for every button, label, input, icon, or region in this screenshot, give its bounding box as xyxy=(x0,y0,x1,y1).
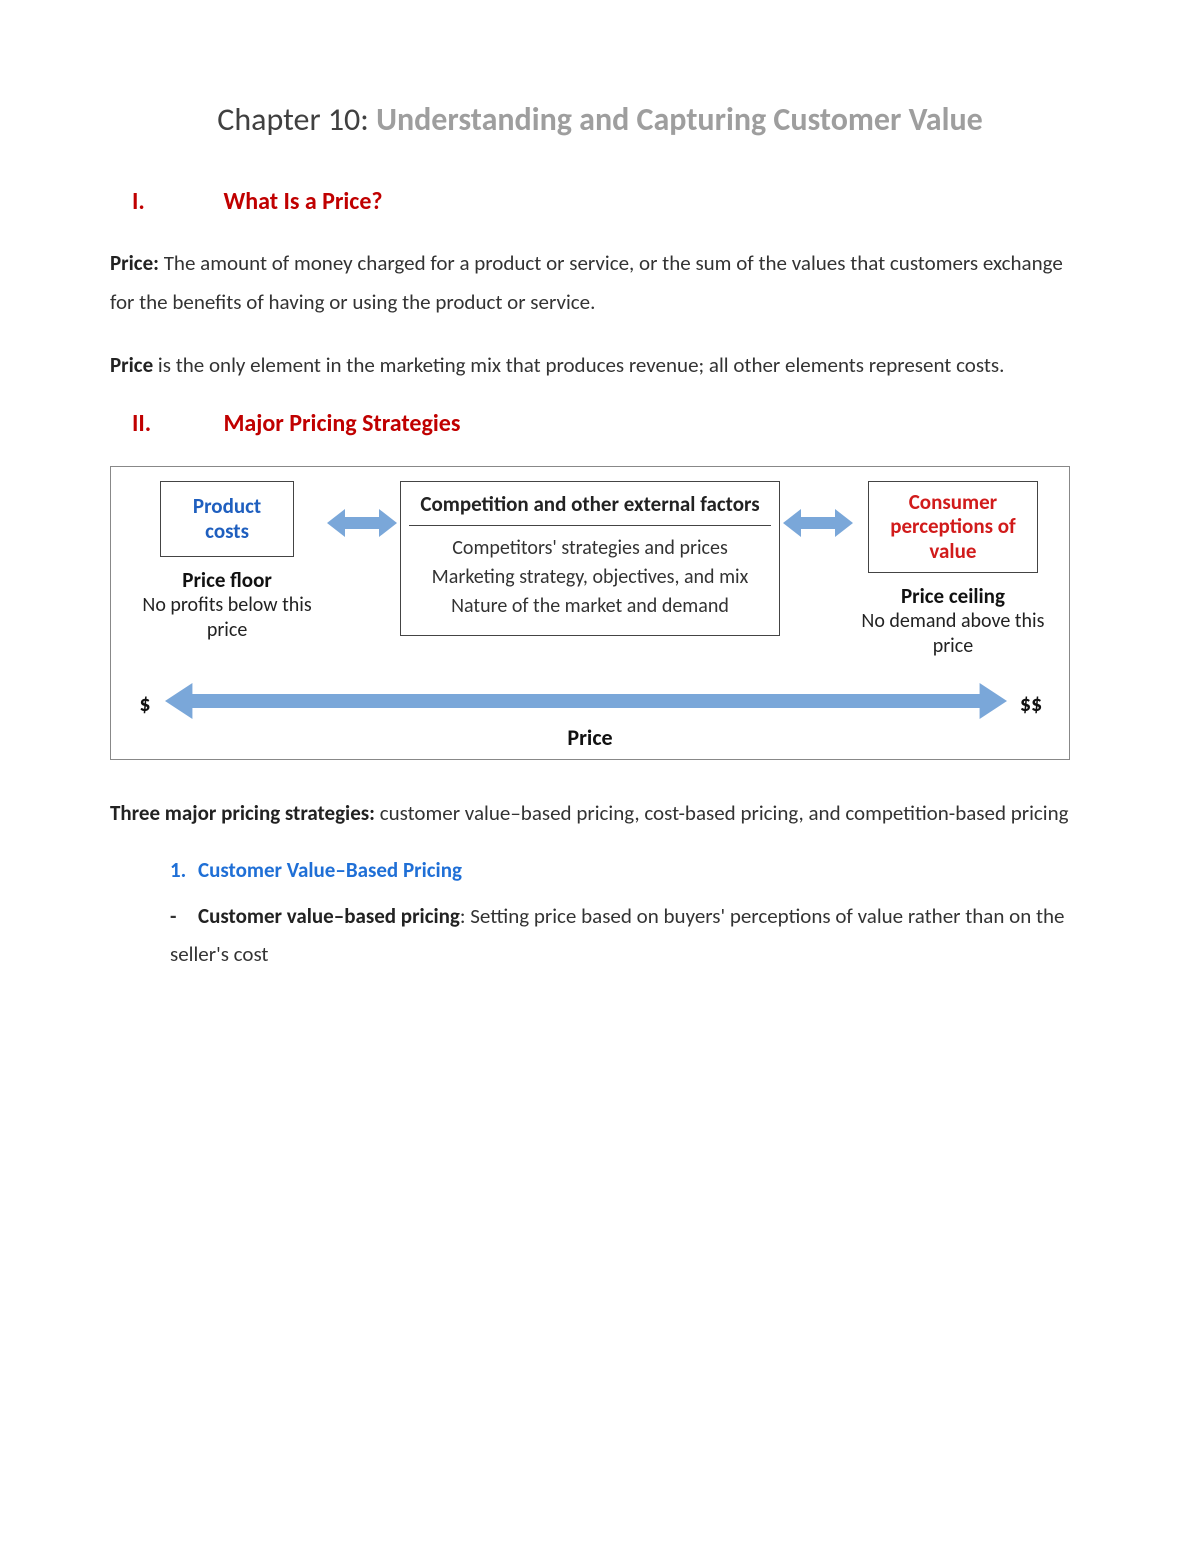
price-ceiling-text: No demand above this price xyxy=(857,609,1049,659)
competition-box-header: Competition and other external factors xyxy=(409,488,771,526)
price-floor-text: No profits below this price xyxy=(131,593,323,643)
diagram-col-left: Product costs Price floor No profits bel… xyxy=(131,481,323,643)
cvbp-term: Customer value–based pricing xyxy=(198,903,460,929)
price-definition-paragraph: Price: The amount of money charged for a… xyxy=(110,244,1090,322)
price-term: Price: xyxy=(110,250,159,276)
price-spectrum-arrow xyxy=(165,681,1007,726)
section-2-heading: II. Major Pricing Strategies xyxy=(110,409,1090,438)
competition-factors-box: Competition and other external factors C… xyxy=(400,481,780,636)
price-floor-title: Price floor xyxy=(131,567,323,593)
long-double-arrow-icon xyxy=(165,681,1007,721)
section-1-title: What Is a Price? xyxy=(223,187,382,216)
subsection-1-number: 1. xyxy=(170,857,198,883)
three-strategies-text: customer value–based pricing, cost-based… xyxy=(375,800,1069,826)
three-strategies-bold: Three major pricing strategies: xyxy=(110,800,375,826)
consumer-perceptions-label: Consumer perceptions of value xyxy=(877,490,1029,562)
price-ceiling-block: Price ceiling No demand above this price xyxy=(857,583,1049,659)
section-2-title: Major Pricing Strategies xyxy=(223,409,460,438)
dash-bullet: - xyxy=(170,897,198,936)
double-arrow-icon xyxy=(783,505,853,541)
subsection-1-heading: 1.Customer Value–Based Pricing xyxy=(170,857,1090,883)
pricing-considerations-diagram: Product costs Price floor No profits bel… xyxy=(110,466,1070,760)
competition-line-1: Competitors' strategies and prices xyxy=(415,534,765,563)
price-floor-block: Price floor No profits below this price xyxy=(131,567,323,643)
price-term-2: Price xyxy=(110,352,153,378)
section-2-roman: II. xyxy=(110,409,218,438)
price-low-symbol: $ xyxy=(131,690,159,717)
customer-value-pricing-def: -Customer value–based pricing: Setting p… xyxy=(170,897,1090,975)
chapter-number: Chapter 10: xyxy=(217,100,369,139)
double-arrow-icon xyxy=(327,505,397,541)
price-ceiling-title: Price ceiling xyxy=(857,583,1049,609)
competition-line-2: Marketing strategy, objectives, and mix xyxy=(415,563,765,592)
price-definition-text: The amount of money charged for a produc… xyxy=(110,250,1063,315)
diagram-col-mid: Competition and other external factors C… xyxy=(400,481,780,636)
section-1-heading: I. What Is a Price? xyxy=(110,187,1090,216)
price-high-symbol: $$ xyxy=(1013,690,1049,717)
diagram-col-right: Consumer perceptions of value Price ceil… xyxy=(857,481,1049,659)
chapter-title: Chapter 10: Understanding and Capturing … xyxy=(110,100,1090,139)
section-1-roman: I. xyxy=(110,187,218,216)
competition-box-body: Competitors' strategies and prices Marke… xyxy=(409,526,771,629)
diagram-top-row: Product costs Price floor No profits bel… xyxy=(131,481,1049,659)
document-page: Chapter 10: Understanding and Capturing … xyxy=(0,0,1200,1553)
three-strategies-paragraph: Three major pricing strategies: customer… xyxy=(110,794,1090,833)
price-spectrum-row: $ $$ xyxy=(131,681,1049,726)
product-costs-box: Product costs xyxy=(160,481,294,557)
price-revenue-text: is the only element in the marketing mix… xyxy=(153,352,1004,378)
price-revenue-paragraph: Price is the only element in the marketi… xyxy=(110,346,1090,385)
double-arrow-left xyxy=(323,481,400,541)
subsection-1-title: Customer Value–Based Pricing xyxy=(198,857,462,883)
chapter-name: Understanding and Capturing Customer Val… xyxy=(376,100,983,139)
double-arrow-right xyxy=(780,481,857,541)
product-costs-label: Product costs xyxy=(169,494,285,542)
competition-line-3: Nature of the market and demand xyxy=(415,592,765,621)
price-spectrum-label: Price xyxy=(131,724,1049,751)
consumer-perceptions-box: Consumer perceptions of value xyxy=(868,481,1038,573)
